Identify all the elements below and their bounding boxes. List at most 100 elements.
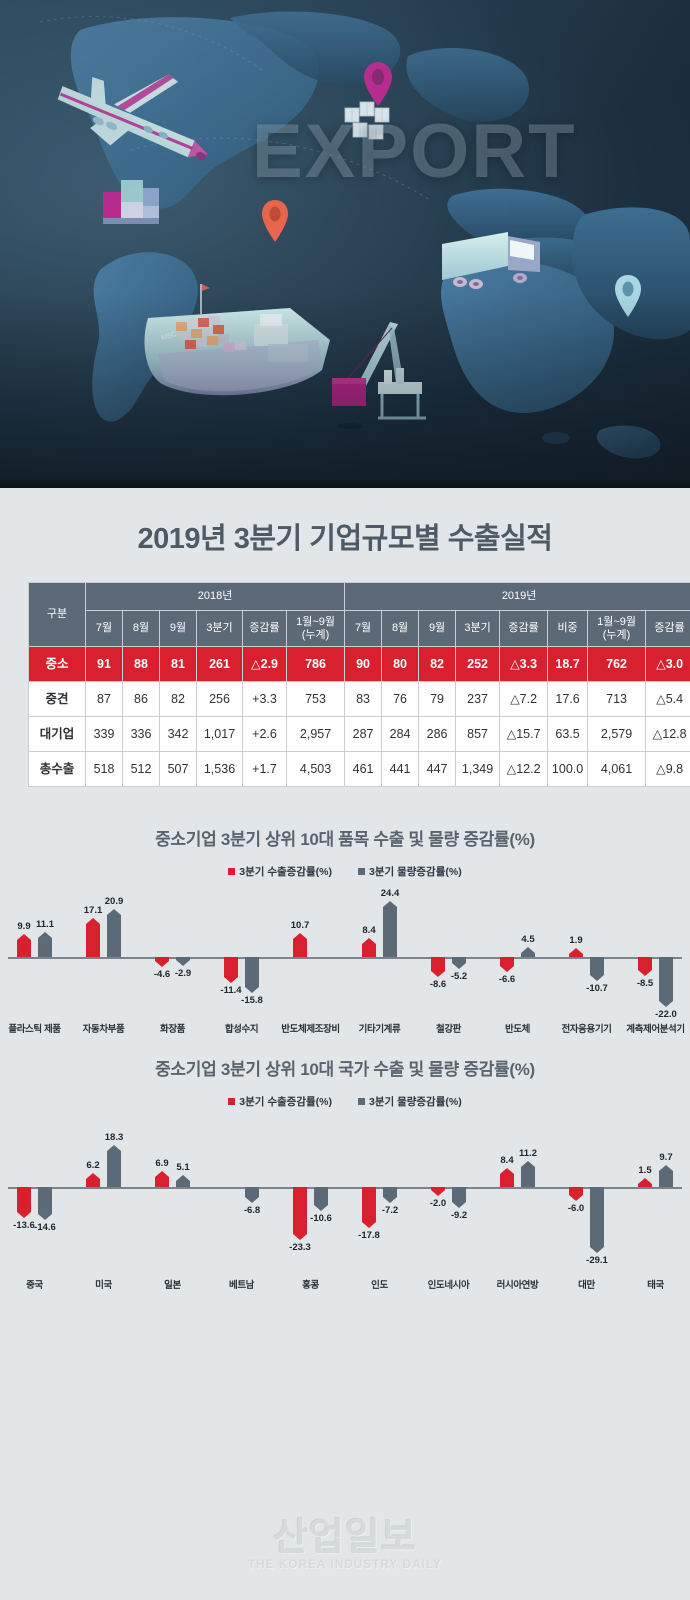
bar-export-growth[interactable]: 8.4 [362, 885, 376, 1017]
bar-export-growth[interactable]: -6.0 [568, 1115, 584, 1273]
bar-export-growth[interactable]: -8.6 [430, 885, 446, 1017]
bar-stem [245, 957, 259, 988]
table-cell: 441 [381, 751, 420, 787]
bar-export-growth[interactable]: 17.1 [84, 885, 102, 1017]
bar-export-growth[interactable]: -13.6 [13, 1115, 35, 1273]
legend-item-volume-growth[interactable]: 3분기 물량증감률(%) [358, 864, 462, 879]
table-cell: 18.7 [547, 646, 589, 682]
bar-stem [17, 940, 31, 957]
bar-export-growth[interactable]: -8.5 [637, 885, 653, 1017]
bar-export-growth[interactable]: 9.9 [17, 885, 31, 1017]
bar-value-label: -29.1 [586, 1255, 608, 1267]
bar-volume-growth[interactable]: 4.5 [521, 885, 535, 1017]
bar-volume-growth[interactable]: 24.4 [380, 885, 400, 1017]
chart-countries-bar-groups: -13.6 -14.6 6.2 18.3 6.9 5.1 -6.8 -23.3 -10.6 -17… [0, 1115, 690, 1273]
bar-tip-icon [500, 966, 514, 973]
bar-volume-growth[interactable] [314, 885, 328, 1017]
bar-volume-growth[interactable]: 11.1 [36, 885, 54, 1017]
bar-volume-growth[interactable]: 18.3 [105, 1115, 123, 1273]
cum-line2: (누계) [301, 628, 330, 641]
bar-volume-growth[interactable]: -29.1 [586, 1115, 608, 1273]
bar-volume-growth[interactable]: -5.2 [451, 885, 467, 1017]
x-axis-label: 미국 [95, 1280, 112, 1291]
bar-volume-growth[interactable]: 9.7 [659, 1115, 673, 1273]
bar-volume-growth[interactable]: 11.2 [519, 1115, 537, 1273]
table-row-label: 중소 [28, 646, 86, 682]
bar-export-growth[interactable]: 6.2 [86, 1115, 100, 1273]
bar-tip-icon [638, 970, 652, 977]
table-header-2018-q3: 3분기 [196, 610, 243, 647]
table-header-2019-sep: 9월 [418, 610, 457, 647]
table-cell: 2,957 [285, 716, 346, 752]
bar-value-label: -15.8 [241, 995, 263, 1007]
bar-export-growth[interactable] [224, 1115, 238, 1273]
bar-value-label: 11.1 [36, 918, 54, 930]
bar-tip-icon [638, 1178, 652, 1184]
bar-export-growth[interactable]: -11.4 [220, 885, 242, 1017]
bar-volume-growth[interactable]: 5.1 [176, 1115, 190, 1273]
bar-export-growth[interactable]: -2.0 [430, 1115, 446, 1273]
bar-volume-growth[interactable]: -6.8 [244, 1115, 260, 1273]
table-cell: 342 [159, 716, 197, 752]
cum-line2: (누계) [602, 628, 631, 641]
table-cell: △15.7 [499, 716, 549, 752]
x-axis-label: 중국 [26, 1280, 43, 1291]
bar-volume-growth[interactable]: -10.6 [310, 1115, 332, 1273]
table-header-gubun: 구분 [28, 582, 86, 647]
chart-countries-x-labels: 중국 미국 일본 베트남 홍콩 인도 인도네시아 러시아연방 대만 태국 [0, 1277, 690, 1291]
bar-value-label: 1.9 [569, 935, 583, 946]
table-header-2018-jul: 7월 [85, 610, 123, 647]
chart-countries-plot: -13.6 -14.6 6.2 18.3 6.9 5.1 -6.8 -23.3 -10.6 -17… [0, 1115, 690, 1291]
bar-tip-icon [293, 932, 307, 939]
bar-tip-icon [521, 946, 535, 953]
legend-item-export-growth[interactable]: 3분기 수출증감률(%) [228, 1094, 332, 1109]
bar-value-label: -13.6 [13, 1220, 35, 1231]
bar-volume-growth[interactable]: -10.7 [586, 885, 608, 1017]
bar-volume-growth[interactable]: -2.9 [175, 885, 191, 1017]
table-cell: 447 [418, 751, 457, 787]
bar-value-label: 1.5 [638, 1165, 652, 1176]
bar-tip-icon [569, 1194, 583, 1201]
bar-tip-icon [224, 976, 238, 983]
x-axis-label: 플라스틱 제품 [8, 1024, 61, 1035]
bar-volume-growth[interactable]: -22.0 [655, 885, 677, 1020]
x-axis-label: 자동차부품 [82, 1024, 125, 1035]
hero-overlay [0, 0, 690, 488]
bar-value-label: 24.4 [380, 888, 400, 900]
table-cell: 1,536 [196, 751, 243, 787]
x-axis-label: 일본 [164, 1280, 181, 1291]
x-axis-label: 계측제어분석기 [626, 1024, 685, 1035]
bar-volume-growth[interactable]: -7.2 [382, 1115, 398, 1273]
bar-tip-icon [659, 1164, 673, 1171]
bar-export-growth[interactable]: 1.5 [638, 1115, 652, 1273]
bar-value-label: 6.9 [155, 1158, 169, 1170]
bar-export-growth[interactable]: 10.7 [291, 885, 309, 1017]
bar-tip-icon [107, 909, 121, 916]
bar-export-growth[interactable]: 8.4 [500, 1115, 514, 1273]
bar-export-growth[interactable]: -6.6 [499, 885, 515, 1017]
bar-export-growth[interactable]: -4.6 [154, 885, 170, 1017]
bar-export-growth[interactable]: -17.8 [358, 1115, 380, 1273]
bar-export-growth[interactable]: 1.9 [569, 885, 583, 1017]
bar-tip-icon [362, 937, 376, 944]
bar-tip-icon [107, 1145, 121, 1152]
bar-volume-growth[interactable]: 20.9 [105, 885, 123, 1017]
bar-volume-growth[interactable]: -15.8 [241, 885, 263, 1017]
bar-tip-icon [659, 1001, 673, 1008]
bar-volume-growth[interactable]: -14.6 [34, 1115, 56, 1273]
table-cell: 287 [344, 716, 383, 752]
x-axis-label: 화장품 [159, 1024, 186, 1035]
bar-group: -8.5 -22.0 [621, 885, 690, 1020]
bar-volume-growth[interactable]: -9.2 [451, 1115, 467, 1273]
table-cell: 512 [122, 751, 160, 787]
bar-stem [500, 957, 514, 967]
legend-item-export-growth[interactable]: 3분기 수출증감률(%) [228, 864, 332, 879]
bar-stem [431, 957, 445, 971]
bar-export-growth[interactable]: 6.9 [155, 1115, 169, 1273]
bar-tip-icon [452, 1201, 466, 1208]
legend-item-volume-growth[interactable]: 3분기 물량증감률(%) [358, 1094, 462, 1109]
table-cell: 753 [285, 681, 346, 717]
bar-export-growth[interactable]: -23.3 [289, 1115, 311, 1273]
hero-bottom-edge [0, 480, 690, 488]
bar-tip-icon [383, 1197, 397, 1204]
